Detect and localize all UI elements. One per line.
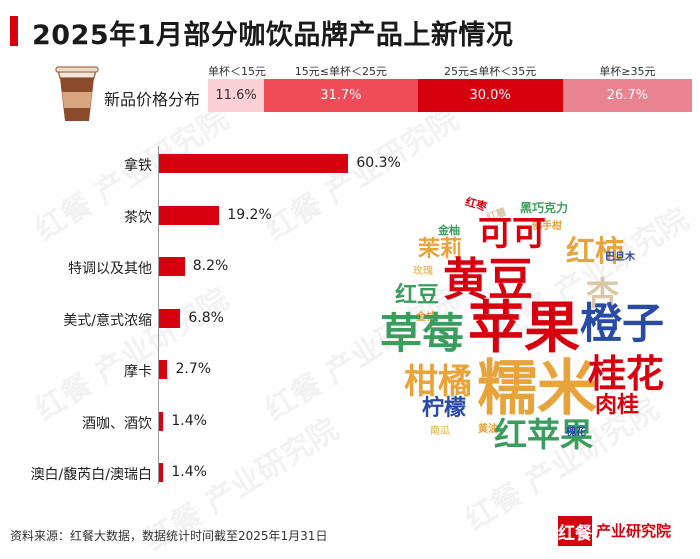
price-segment-value: 30.0% <box>469 88 511 103</box>
word-cloud-term: 红豆 <box>395 283 440 308</box>
y-axis-line <box>158 146 159 484</box>
watermark: 红餐 产业研究院 <box>29 281 235 429</box>
bar <box>159 463 164 482</box>
price-segment-value: 26.7% <box>606 88 649 103</box>
bar-value-label: 1.4% <box>171 464 207 480</box>
word-cloud-term: 金桔 <box>416 312 436 323</box>
word-cloud-term: 草莓 <box>380 309 465 358</box>
word-cloud-term: 金柚 <box>438 224 460 237</box>
word-cloud-term: 黄豆 <box>443 253 534 306</box>
category-label: 特调以及其他 <box>68 261 152 277</box>
bar <box>159 360 168 379</box>
word-cloud-term: 茉莉 <box>418 237 463 262</box>
price-tier-label: 单杯≥35元 <box>599 65 656 78</box>
price-tier-label: 25元≤单杯＜35元 <box>444 65 537 78</box>
word-cloud-term: 红苹果 <box>494 415 593 454</box>
bar <box>159 308 181 328</box>
word-cloud-term: 柑橘 <box>404 362 472 402</box>
word-cloud-term: 玫瑰 <box>413 266 433 277</box>
bar-value-label: 2.7% <box>175 361 212 377</box>
word-cloud-term: 黑巧克力 <box>520 201 569 215</box>
category-label: 摩卡 <box>124 364 152 380</box>
flavor-word-cloud: 红枣 黑巧克力 金柚 红薯 佛手柑 茉莉 可可 红柿 玫瑰 巴旦木 黄豆 红豆杏金桔 草莓 苹果 橙子 柑橘糯… <box>370 195 690 465</box>
word-cloud-term: 糯米 <box>477 354 597 424</box>
word-cloud-term: 红枣 <box>463 195 489 214</box>
word-cloud-term: 黄油 <box>478 424 498 435</box>
bar-value-label: 6.8% <box>188 309 224 326</box>
word-cloud-term: 南瓜 <box>430 426 450 437</box>
bar <box>159 257 185 276</box>
price-segment: 26.7% <box>562 79 692 112</box>
word-cloud-term: 巴旦木 <box>605 252 635 263</box>
title-accent-bar <box>10 16 18 46</box>
category-label: 茶饮 <box>124 209 152 226</box>
word-cloud-term: 柠檬 <box>422 396 467 421</box>
price-tier-label: 15元≤单杯＜25元 <box>294 65 387 78</box>
bar <box>159 154 349 173</box>
bar <box>159 411 164 431</box>
price-distribution-label: 新品价格分布 <box>104 90 201 109</box>
word-cloud-term: 槐花 <box>566 427 586 438</box>
category-label: 美式/意式浓缩 <box>63 312 152 329</box>
source-note: 资料来源：红餐大数据，数据统计时间截至2025年1月31日 <box>10 529 328 543</box>
word-cloud-term: 桂花 <box>588 352 665 396</box>
category-label: 拿铁 <box>124 158 152 174</box>
price-segment: 31.7% <box>264 79 418 112</box>
word-cloud-term: 杏 <box>586 274 619 313</box>
price-segment: 11.6% <box>208 79 265 112</box>
coffee-cup-icon <box>55 66 99 121</box>
logo-text: 产业研究院 <box>596 522 672 540</box>
logo-mark: 红餐 <box>558 516 592 546</box>
price-segment-value: 31.7% <box>320 88 362 103</box>
chart-title: 2025年1月部分咖饮品牌产品上新情况 <box>32 20 514 51</box>
price-segment: 30.0% <box>417 79 563 112</box>
bar-value-label: 60.3% <box>356 155 401 171</box>
price-tier-label: 单杯＜15元 <box>208 65 266 78</box>
price-segment-value: 11.6% <box>215 88 257 103</box>
word-cloud-term: 佛手柑 <box>532 221 562 232</box>
category-label: 酒咖、酒饮 <box>82 415 152 432</box>
category-label: 澳白/馥芮白/澳瑞白 <box>30 467 152 483</box>
word-cloud-term: 苹果 <box>468 296 580 361</box>
bar-value-label: 19.2% <box>227 206 272 223</box>
word-cloud-term: 红柿 <box>566 234 625 268</box>
bar <box>159 205 220 225</box>
bar-value-label: 1.4% <box>171 412 207 429</box>
word-cloud-term: 肉桂 <box>595 393 640 418</box>
word-cloud-term: 可可 <box>478 214 546 254</box>
word-cloud-term: 橙子 <box>580 299 665 348</box>
bar-value-label: 8.2% <box>192 258 229 274</box>
